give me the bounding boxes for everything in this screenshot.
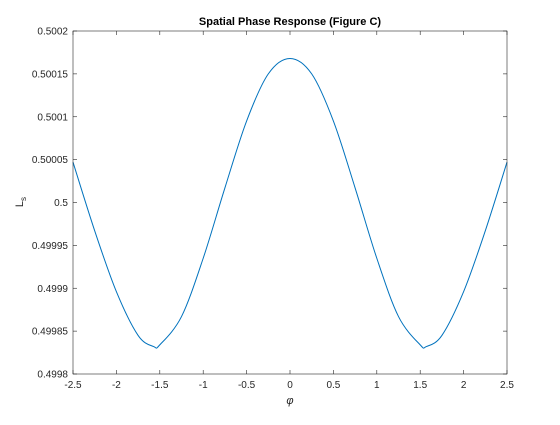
x-axis-label: φ — [286, 395, 293, 407]
x-tick-label: -1.5 — [151, 380, 169, 391]
y-axis-label-subscript: s — [19, 197, 28, 201]
y-tick-label: 0.4998 — [37, 370, 68, 381]
x-tick-label: 2 — [461, 380, 467, 391]
x-tick-label: -1 — [199, 380, 208, 391]
y-tick-label: 0.49985 — [32, 327, 69, 338]
x-tick-label: -2.5 — [64, 380, 82, 391]
x-tick-label: 1.5 — [413, 380, 427, 391]
series-line — [72, 57, 508, 349]
plot-frame — [72, 30, 508, 375]
y-tick-label: 0.5002 — [37, 27, 68, 38]
y-axis-label: Ls — [14, 197, 28, 207]
y-tick-labels: 0.4998 0.49985 0.4999 0.49995 0.5 0.50005 0.50… — [32, 27, 69, 381]
x-tick-label: -0.5 — [238, 380, 256, 391]
x-tick-label: 2.5 — [500, 380, 514, 391]
y-tick-label: 0.50005 — [32, 155, 69, 166]
x-tick-label: 0.5 — [326, 380, 340, 391]
x-tick-labels: -2.5 -2 -1.5 -1 -0.5 0 0.5 1 1.5 2 2.5 — [64, 380, 514, 391]
y-tick-label: 0.5001 — [37, 112, 68, 123]
y-tick-label: 0.4999 — [37, 284, 68, 295]
x-tick-label: 1 — [374, 380, 380, 391]
chart-title: Spatial Phase Response (Figure C) — [199, 16, 381, 28]
y-tick-label: 0.49995 — [32, 241, 69, 252]
y-axis-label-main: L — [14, 201, 26, 207]
x-tick-label: -2 — [112, 380, 121, 391]
y-tick-label: 0.50015 — [32, 69, 69, 80]
plot-area — [73, 31, 507, 374]
y-tick-label: 0.5 — [54, 198, 68, 209]
x-tick-label: 0 — [287, 380, 293, 391]
